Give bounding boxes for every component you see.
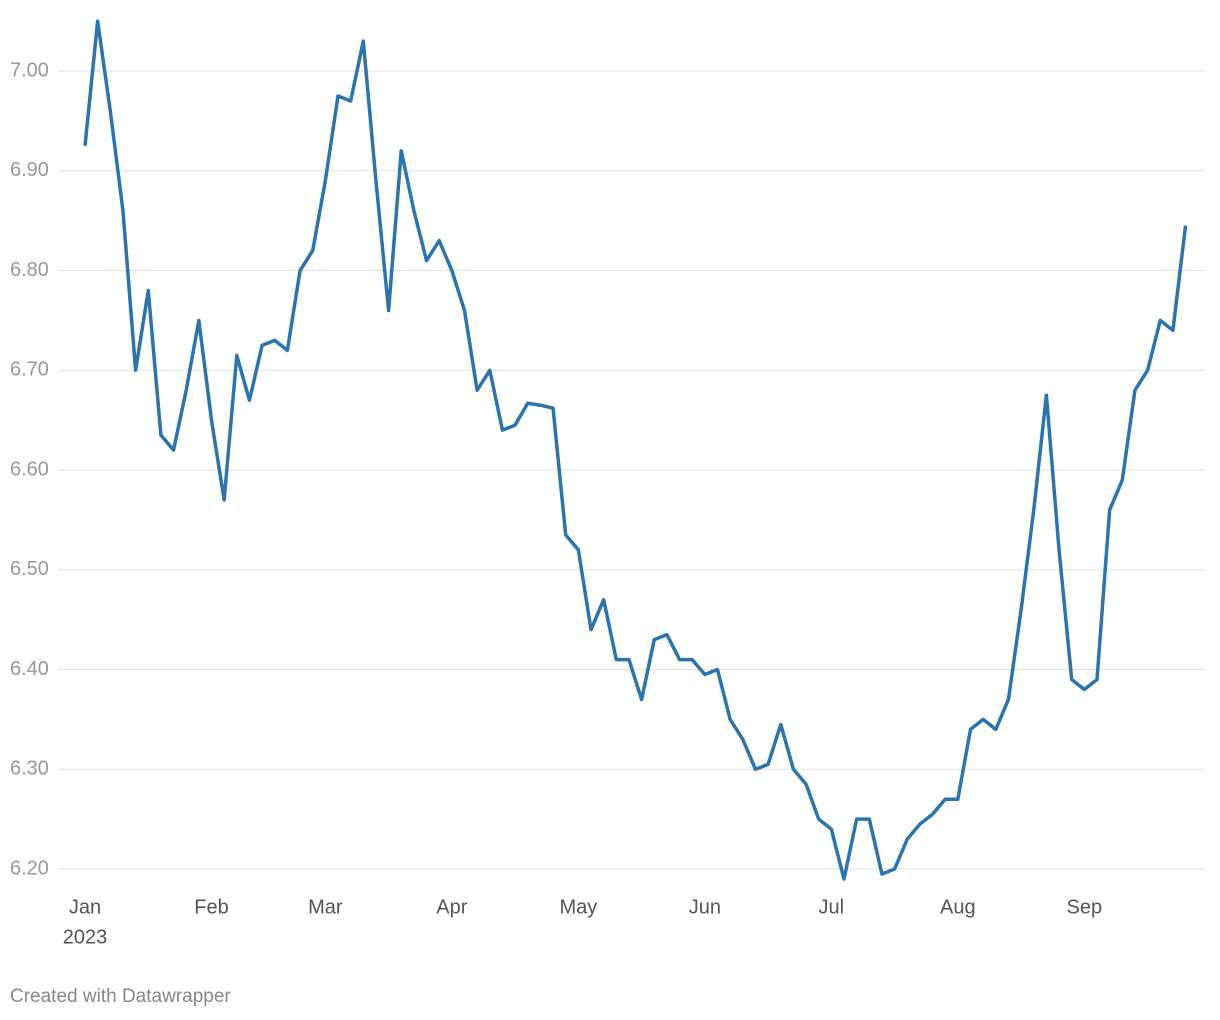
y-tick-label: 6.40	[10, 658, 49, 680]
x-tick-label: Sep	[1067, 896, 1103, 918]
x-tick-label: Feb	[194, 896, 228, 918]
y-tick-label: 6.20	[10, 857, 49, 879]
data-line	[83, 19, 1188, 881]
x-tick-label: Jul	[819, 896, 845, 918]
x-tick-label: Jan	[69, 896, 101, 918]
y-tick-label: 6.60	[10, 458, 49, 480]
y-tick-label: 6.80	[10, 259, 49, 281]
credit: Created with Datawrapper	[10, 986, 231, 1007]
x-tick-label: Apr	[436, 896, 467, 918]
y-tick-label: 6.50	[10, 558, 49, 580]
y-tick-label: 6.90	[10, 159, 49, 181]
x-tick-label: May	[559, 896, 597, 918]
x-tick-label: Jun	[689, 896, 721, 918]
y-tick-label: 6.70	[10, 359, 49, 381]
x-tick-label: Mar	[308, 896, 343, 918]
x-year-label: 2023	[63, 926, 108, 948]
y-tick-label: 7.00	[10, 59, 49, 81]
y-tick-label: 6.30	[10, 758, 49, 780]
x-tick-label: Aug	[940, 896, 976, 918]
